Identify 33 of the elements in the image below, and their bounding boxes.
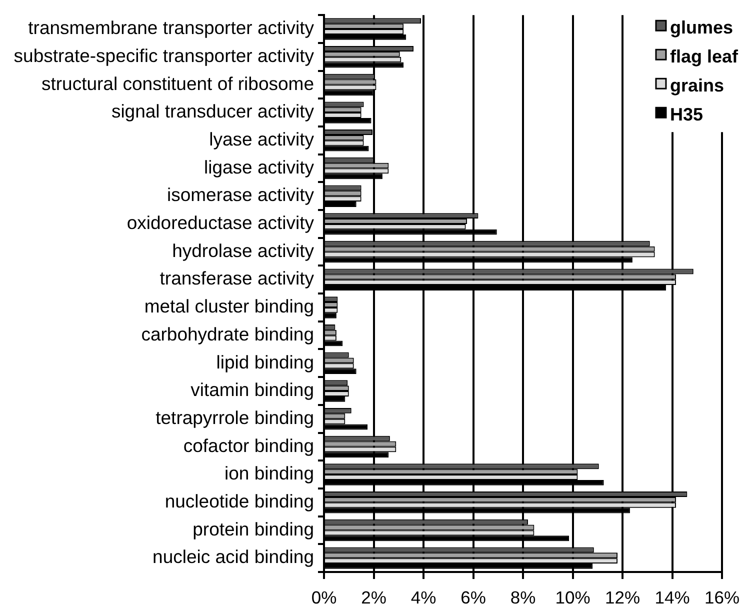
- y-tick-label: transferase activity: [160, 268, 315, 289]
- legend-label: flag leaf: [670, 46, 740, 67]
- legend-label: grains: [670, 76, 724, 96]
- y-tick-label: isomerase activity: [166, 184, 315, 206]
- y-tick-label: ligase activity: [204, 156, 315, 178]
- y-tick-label: metal cluster binding: [144, 296, 314, 317]
- y-tick-label: protein binding: [192, 518, 314, 540]
- x-tick-label: 4%: [410, 587, 436, 608]
- legend-label: H35: [670, 104, 704, 125]
- y-tick-label: nucleotide binding: [164, 490, 314, 512]
- y-tick-label: signal transducer activity: [111, 100, 315, 122]
- y-tick-label: structural constituent of ribosome: [42, 72, 314, 94]
- y-tick-label: oxidoreductase activity: [126, 212, 315, 234]
- legend-label: glumes: [670, 18, 734, 38]
- y-tick-label: substrate-specific transporter activity: [14, 44, 315, 66]
- x-tick-label: 14%: [654, 587, 690, 608]
- x-tick-label: 2%: [361, 587, 386, 608]
- x-tick-label: 6%: [460, 587, 486, 608]
- y-tick-label: hydrolase activity: [172, 240, 315, 261]
- y-tick-label: nucleic acid binding: [152, 546, 314, 568]
- x-tick-label: 0%: [311, 587, 337, 608]
- y-tick-label: tetrapyrrole binding: [156, 406, 314, 428]
- y-tick-label: ion binding: [224, 462, 314, 484]
- y-tick-label: vitamin binding: [190, 379, 314, 400]
- x-tick-label: 16%: [704, 587, 740, 608]
- y-tick-label: transmembrane transporter activity: [28, 17, 315, 38]
- x-tick-label: 8%: [510, 587, 536, 608]
- x-tick-label: 12%: [604, 587, 640, 608]
- x-tick-label: 10%: [555, 587, 590, 608]
- y-tick-label: carbohydrate binding: [141, 323, 314, 344]
- y-tick-label: lyase activity: [209, 128, 315, 150]
- y-tick-label: cofactor binding: [183, 434, 314, 456]
- y-tick-label: lipid binding: [216, 351, 314, 372]
